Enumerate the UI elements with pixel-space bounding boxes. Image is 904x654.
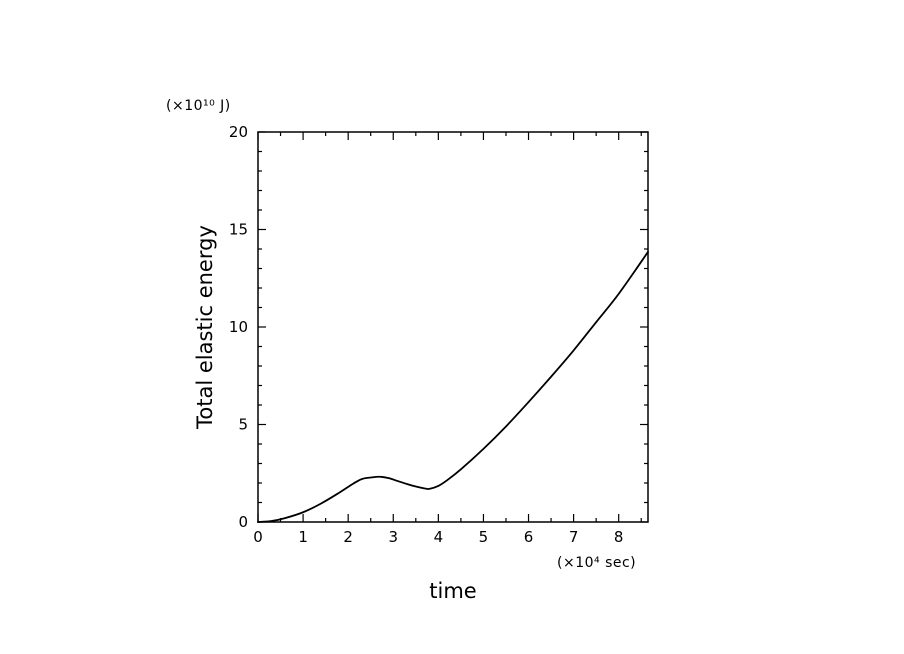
x-tick-label: 3 xyxy=(388,528,398,546)
tick-labels: 0 1 2 3 4 5 6 7 8 0 5 10 15 20 xyxy=(229,123,624,546)
y-tick-label: 10 xyxy=(229,318,248,336)
x-tick-label: 6 xyxy=(524,528,534,546)
series-line xyxy=(257,251,649,523)
y-axis-title: Total elastic energy xyxy=(193,225,217,430)
x-axis-title: time xyxy=(429,579,476,603)
y-tick-label: 20 xyxy=(229,123,248,141)
x-tick-label: 4 xyxy=(434,528,444,546)
x-tick-label: 1 xyxy=(298,528,308,546)
x-tick-label: 0 xyxy=(253,528,263,546)
plot-frame xyxy=(257,131,649,523)
axis-ticks xyxy=(257,131,648,523)
x-tick-label: 7 xyxy=(569,528,579,546)
x-tick-label: 2 xyxy=(343,528,353,546)
y-tick-label: 0 xyxy=(238,513,248,531)
y-unit-label: (×10¹⁰ J) xyxy=(166,98,231,114)
y-tick-label: 5 xyxy=(238,416,248,434)
x-unit-label: (×10⁴ sec) xyxy=(557,555,636,571)
y-tick-label: 15 xyxy=(229,221,248,239)
x-tick-label: 5 xyxy=(479,528,489,546)
x-tick-label: 8 xyxy=(614,528,624,546)
